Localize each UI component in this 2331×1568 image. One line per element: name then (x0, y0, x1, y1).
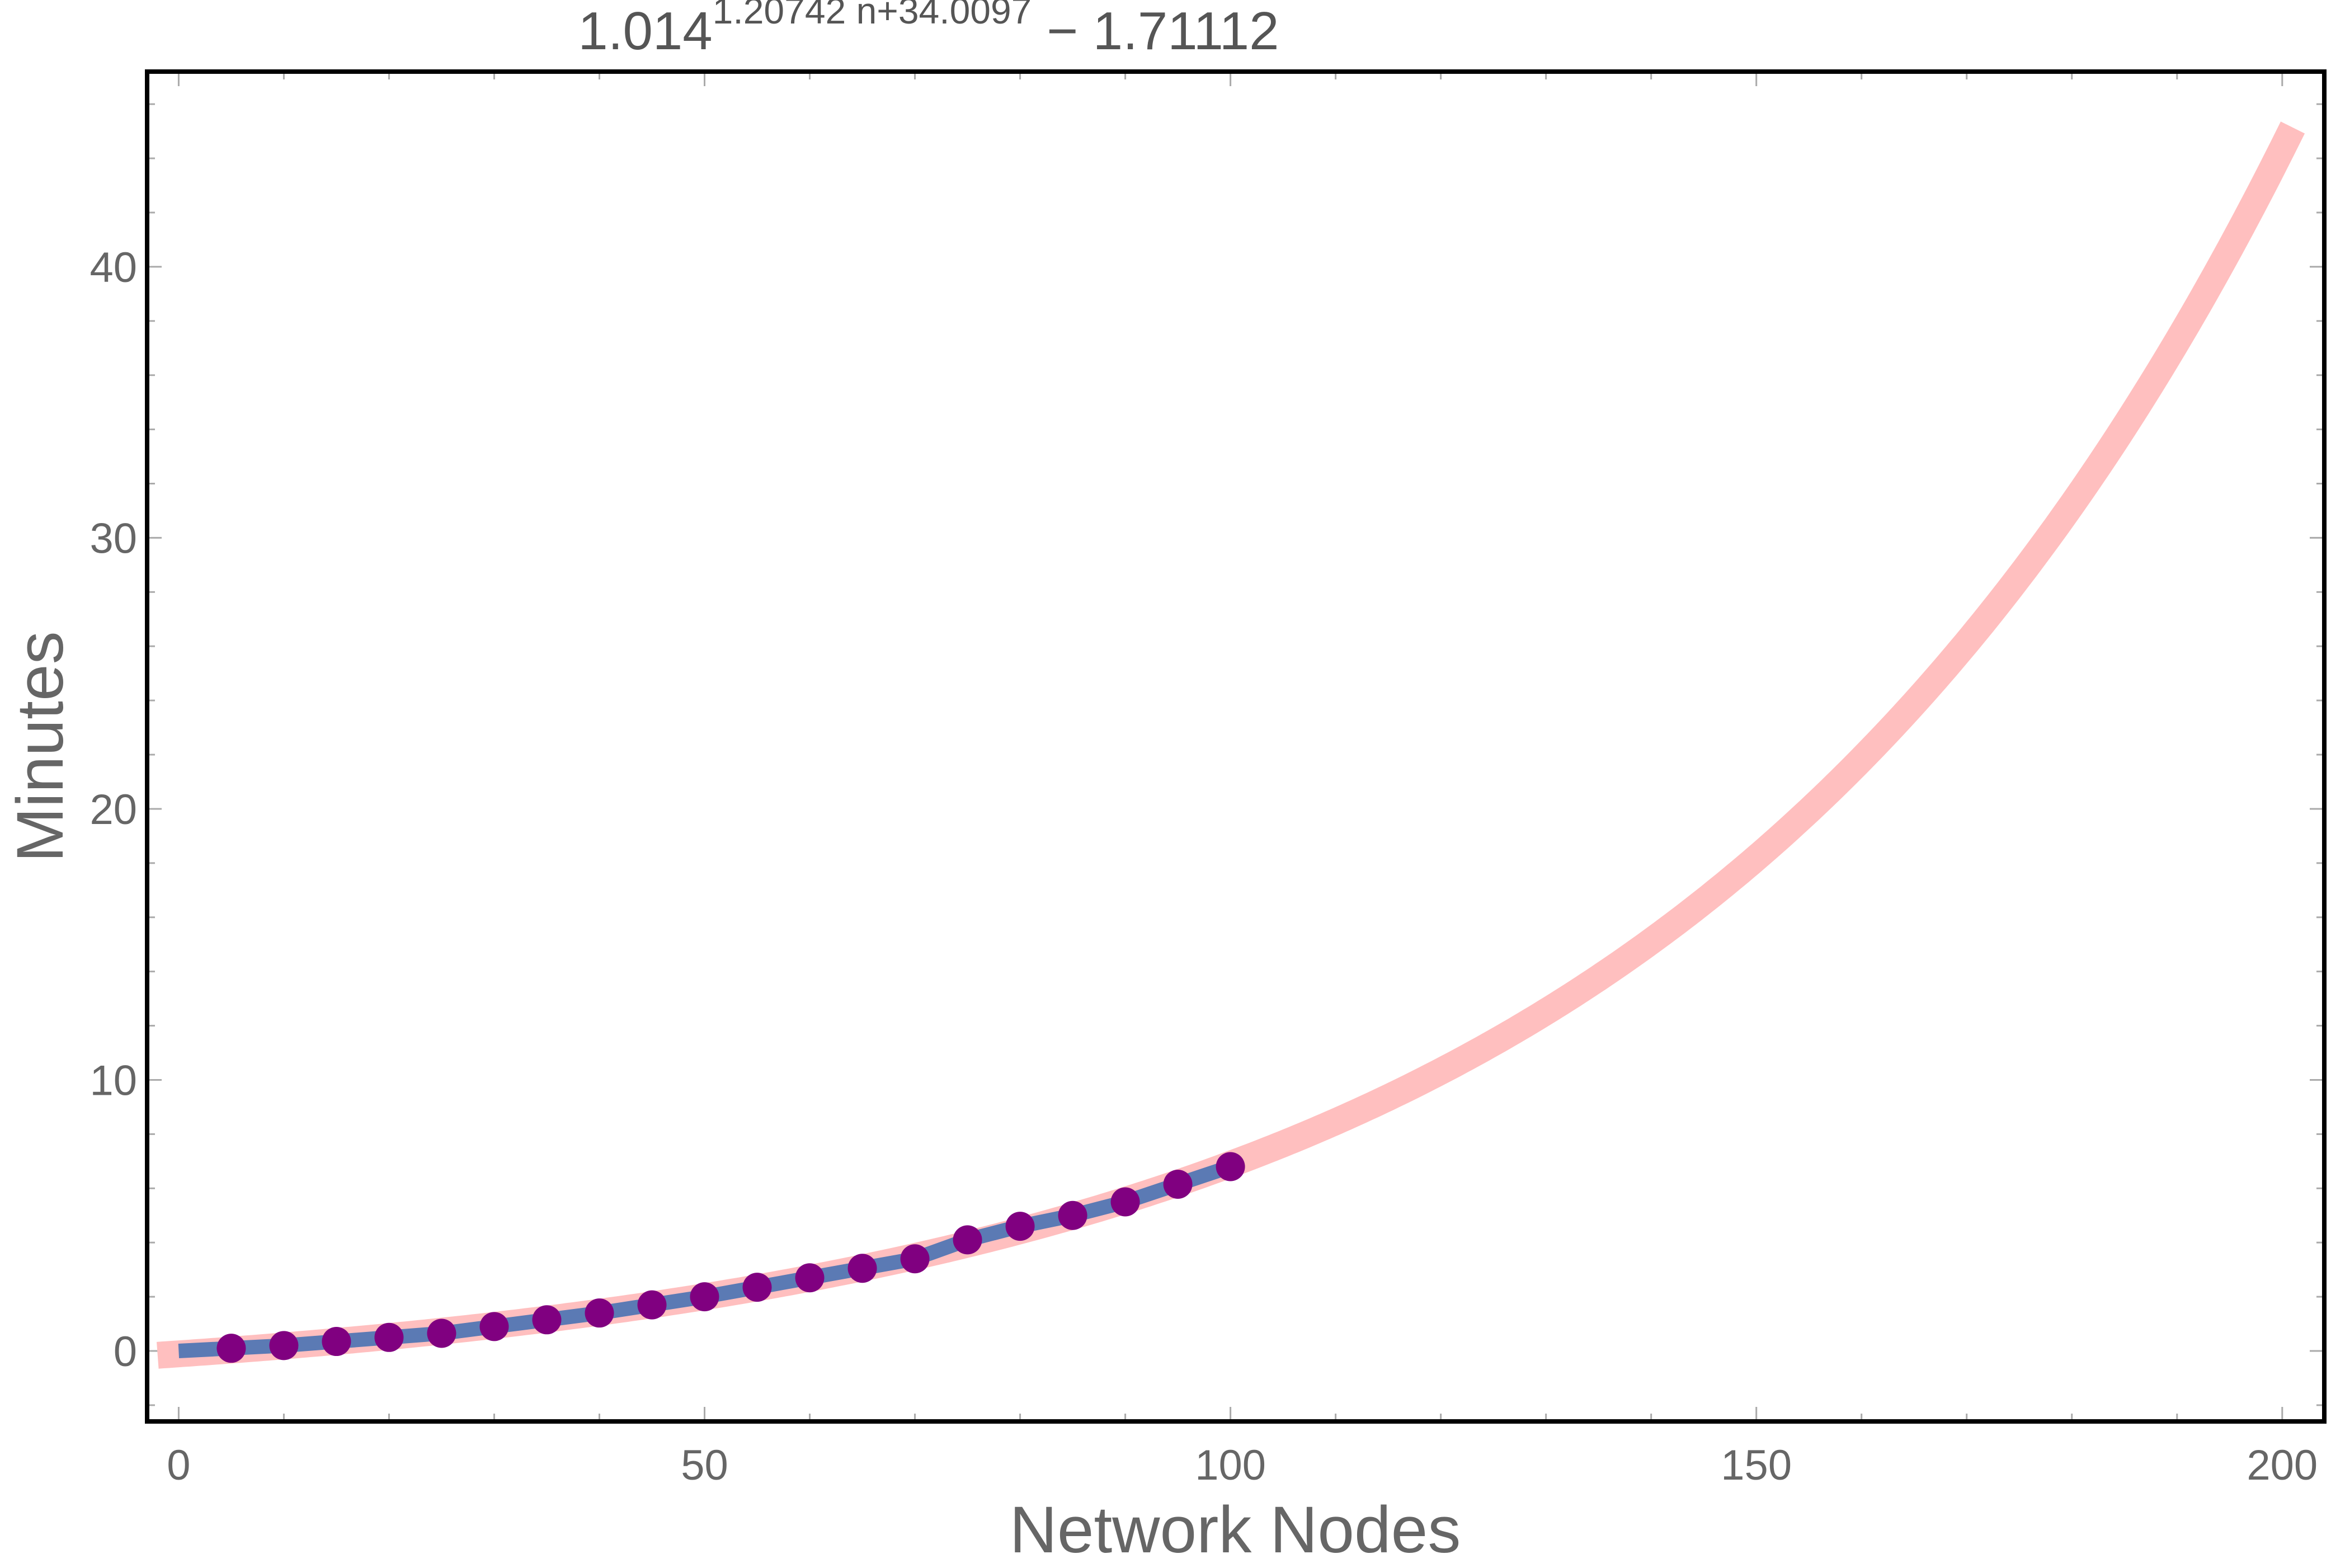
data-point (1216, 1152, 1245, 1181)
y-tick-label: 40 (90, 244, 137, 291)
y-tick-label: 30 (90, 515, 137, 562)
data-point (900, 1244, 930, 1274)
x-tick-label: 0 (167, 1442, 190, 1489)
data-point (585, 1298, 614, 1328)
chart-title-exponent: 1.20742 n+34.0097 (713, 0, 1032, 31)
x-axis-label: Network Nodes (1010, 1493, 1461, 1567)
data-point (532, 1305, 562, 1335)
y-tick-label: 0 (114, 1328, 137, 1376)
data-point (1058, 1200, 1087, 1230)
data-point (690, 1282, 719, 1312)
ticks (147, 72, 2324, 1421)
data-points (216, 1152, 1245, 1363)
data-point (322, 1327, 351, 1357)
data-point (637, 1290, 667, 1320)
y-tick-label: 10 (90, 1057, 137, 1104)
data-point (1163, 1170, 1193, 1199)
plot-frame (145, 69, 2327, 1424)
data-point (216, 1334, 246, 1363)
chart-title-suffix: − 1.71112 (1032, 1, 1279, 61)
tick-labels: 0 50 100 150 200 0 10 20 30 40 (90, 244, 2318, 1489)
x-tick-label: 50 (681, 1442, 728, 1489)
y-axis-label: Minutes (3, 631, 77, 862)
x-tick-label: 150 (1721, 1442, 1792, 1489)
data-point (427, 1319, 456, 1348)
y-tick-label: 20 (90, 786, 137, 834)
data-point (1005, 1212, 1035, 1241)
x-tick-label: 100 (1195, 1442, 1266, 1489)
data-point (479, 1312, 509, 1341)
data-point (1110, 1187, 1140, 1217)
x-tick-label: 200 (2247, 1442, 2318, 1489)
data-point (953, 1225, 982, 1255)
data-point (269, 1331, 299, 1360)
chart-title: 1.0141.20742 n+34.0097 − 1.71112 (578, 0, 1279, 61)
data-point (742, 1273, 772, 1302)
chart-title-base: 1.014 (578, 1, 712, 61)
series-line (178, 1160, 1233, 1358)
data-point (795, 1263, 825, 1293)
data-point (374, 1322, 404, 1352)
data-point (847, 1254, 877, 1283)
